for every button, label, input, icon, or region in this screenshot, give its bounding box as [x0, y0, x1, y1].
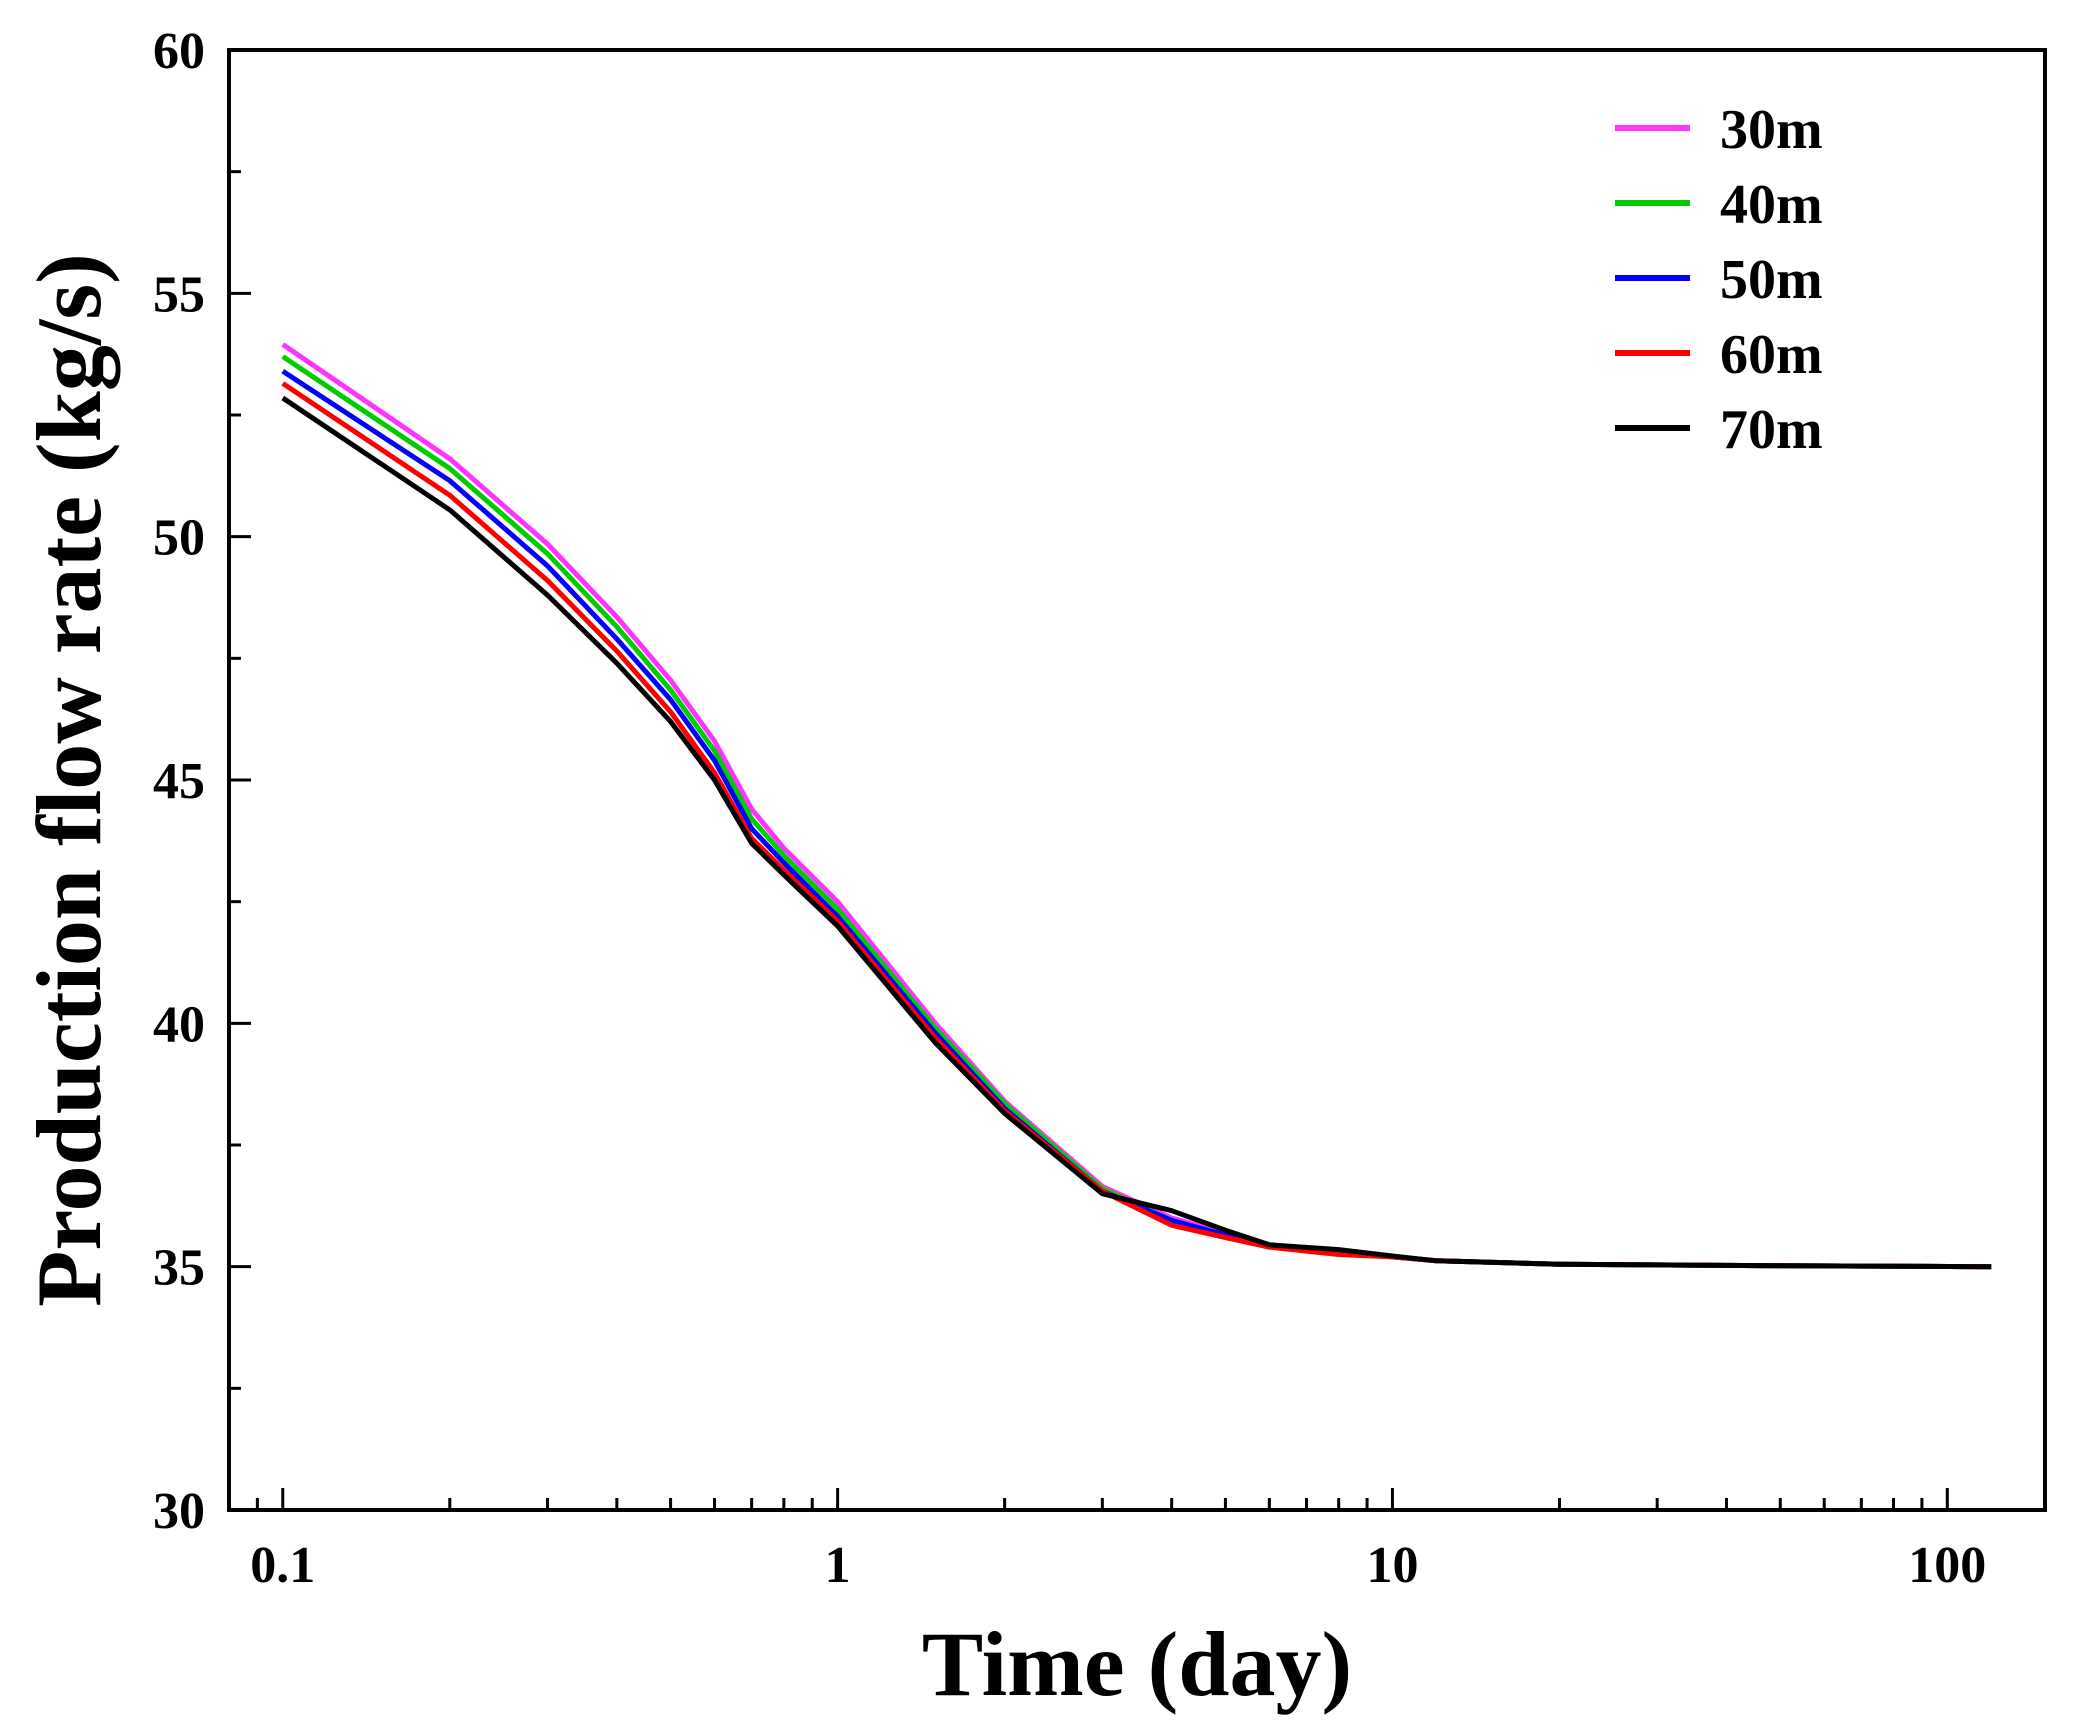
series-lines — [281, 342, 1992, 1270]
legend-label-50m: 50m — [1720, 249, 1823, 311]
x-axis-title: Time (day) — [922, 1613, 1352, 1715]
y-tick-label: 60 — [153, 23, 205, 80]
legend-label-30m: 30m — [1720, 99, 1823, 161]
series-line-60m — [281, 381, 1992, 1270]
series-line-70m — [281, 395, 1992, 1270]
series-line-40m — [281, 354, 1992, 1270]
axis-tick-labels: 30 35 40 45 50 55 60 0.1 1 10 100 — [153, 23, 1986, 1594]
y-tick-label: 30 — [153, 1483, 205, 1540]
legend: 30m 40m 50m 60m 70m — [1615, 99, 1823, 461]
legend-label-70m: 70m — [1720, 399, 1823, 461]
axis-ticks — [227, 48, 1949, 1512]
y-tick-label: 55 — [153, 266, 205, 323]
y-tick-label: 40 — [153, 996, 205, 1053]
legend-label-40m: 40m — [1720, 174, 1823, 236]
y-tick-label: 35 — [153, 1240, 205, 1297]
y-axis-title: Production flow rate (kg/s) — [18, 253, 120, 1307]
x-tick-label: 0.1 — [250, 1537, 315, 1594]
x-tick-label: 10 — [1366, 1537, 1418, 1594]
x-tick-label: 1 — [825, 1537, 851, 1594]
series-line-50m — [281, 369, 1992, 1270]
series-line-30m — [281, 342, 1992, 1270]
legend-label-60m: 60m — [1720, 324, 1823, 386]
x-tick-label: 100 — [1908, 1537, 1986, 1594]
y-tick-label: 45 — [153, 753, 205, 810]
y-tick-label: 50 — [153, 510, 205, 567]
